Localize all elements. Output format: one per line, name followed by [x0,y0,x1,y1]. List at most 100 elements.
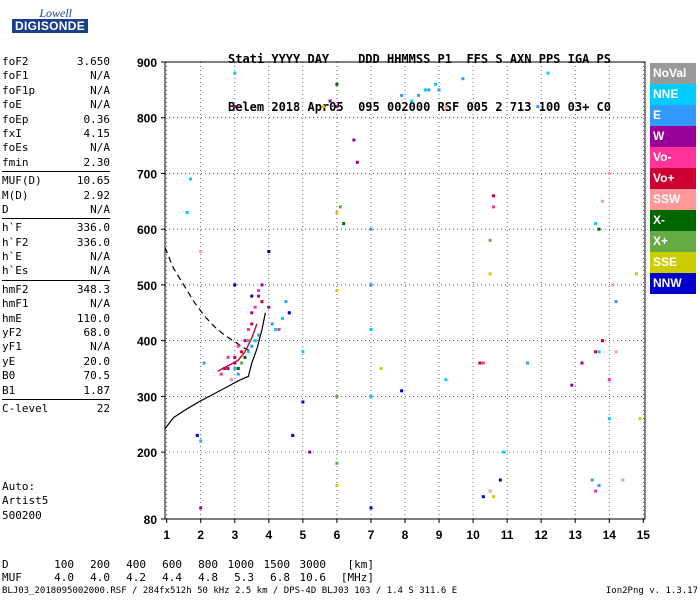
data-point-x [338,205,342,209]
data-point-e [400,93,404,97]
data-point-vo [250,322,254,326]
param-row: fxI 4.15 [2,127,110,141]
table-cell: [km] [347,558,375,571]
param-row: yE 20.0 [2,355,110,369]
data-point-ssw [199,250,203,253]
data-point-sse [335,211,339,214]
y-tick-label: 500 [137,279,157,293]
table-cell: 10.6 [299,571,327,584]
data-point-x [335,82,339,86]
header-value-10: 03+ [567,100,597,114]
auto-line: 500200 [2,508,42,522]
param-name: hmF2 [2,282,29,296]
param-separator [2,218,110,220]
legend-item-x: X- [650,209,696,231]
data-point-w [250,311,254,315]
param-separator [2,279,110,281]
data-point-w [580,361,584,365]
param-row: foE N/A [2,98,110,112]
data-point-e [250,344,254,348]
y-tick-label: 80 [144,513,158,527]
data-point-nnw [291,433,295,437]
header-value-2: Apr05 [307,100,359,114]
param-name: MUF(D) [2,174,42,188]
legend-item-w: W [650,125,696,147]
y-tick-label: 600 [137,223,157,237]
param-name: h`E [2,250,22,264]
x-tick-label: 7 [368,528,375,542]
table-cell: 4.2 [126,571,146,584]
parameter-panel: foF2 3.650 foF1 N/A foF1p N/A foE N/A foEp 0.36 fx… [2,55,110,416]
data-point-nnw [481,495,485,499]
data-point-vo [277,328,281,331]
param-name: D [2,202,9,216]
legend-item-noval: NoVal [650,63,696,84]
logo-lowell: Lowell [39,6,72,20]
data-point-sse [488,272,492,276]
x-tick-label: 15 [637,528,651,542]
data-point-nne [434,82,438,86]
param-row: yF2 68.0 [2,326,110,340]
legend-item-sse: SSE [650,251,696,273]
param-value: 336.0 [76,221,110,235]
data-point-w [233,361,237,365]
data-point-x [240,361,244,365]
table-cell: 100 [54,558,74,571]
data-point-e [369,227,373,231]
param-row: h`E N/A [2,250,110,264]
x-tick-label: 1 [163,528,170,542]
data-point-nnw [301,400,305,404]
param-value: N/A [90,297,110,311]
x-tick-label: 14 [603,528,617,542]
data-point-w [352,138,356,142]
data-point-e [417,93,421,97]
data-point-e [236,372,240,376]
table-cell: 1000 [227,558,255,571]
param-row: M(D) 2.92 [2,189,110,203]
param-value: 2.92 [83,188,111,202]
param-name: yF1 [2,340,22,354]
data-point-x [597,227,601,231]
param-row: foEs N/A [2,141,110,155]
x-tick-label: 5 [300,528,307,542]
param-name: h`F2 [2,235,29,249]
legend-item-vo: Vo- [650,146,696,168]
y-tick-label: 200 [137,446,157,460]
param-name: foF2 [2,55,29,68]
header-value-1: 2018 [271,100,308,114]
param-name: B1 [2,383,16,397]
data-point-e [461,77,465,81]
data-point-vo [492,194,495,198]
data-point-nne [597,350,601,354]
data-point-nne [185,211,189,214]
data-point-vo [233,355,237,359]
data-point-w [570,383,574,387]
data-point-vo [481,361,485,365]
data-point-nnw [267,250,271,253]
data-point-ssw [621,478,625,482]
data-point-nnw [369,506,373,510]
data-point-nnw [195,433,199,437]
data-point-nnw [287,311,291,315]
data-point-sse [321,105,325,109]
data-point-vo [257,289,261,292]
header-value-11: C0 [596,100,611,114]
muf-distance-table: D 100 200 400 600 800 1000 1500 3000 [km] MUF 4.0 4… [2,558,374,584]
legend: NoVal NNE E W Vo- Vo+ SSW X- X+ SSE NNW [650,63,696,294]
data-point-nne [246,350,250,354]
param-value: N/A [90,141,110,155]
header-value-6: 005 [466,100,496,114]
param-row: foEp 0.36 [2,113,110,127]
param-value: 4.15 [83,126,111,140]
param-row: hmF1 N/A [2,297,110,311]
param-row: C-level 22 [2,402,110,416]
param-row: fmin 2.30 [2,156,110,170]
data-point-vo [594,350,598,354]
data-point-nnw [400,389,404,393]
table-cell: 4.4 [162,571,182,584]
param-value: N/A [90,202,110,216]
data-point-w [260,283,264,287]
legend-item-e: E [650,104,696,126]
param-row: B0 70.5 [2,369,110,383]
